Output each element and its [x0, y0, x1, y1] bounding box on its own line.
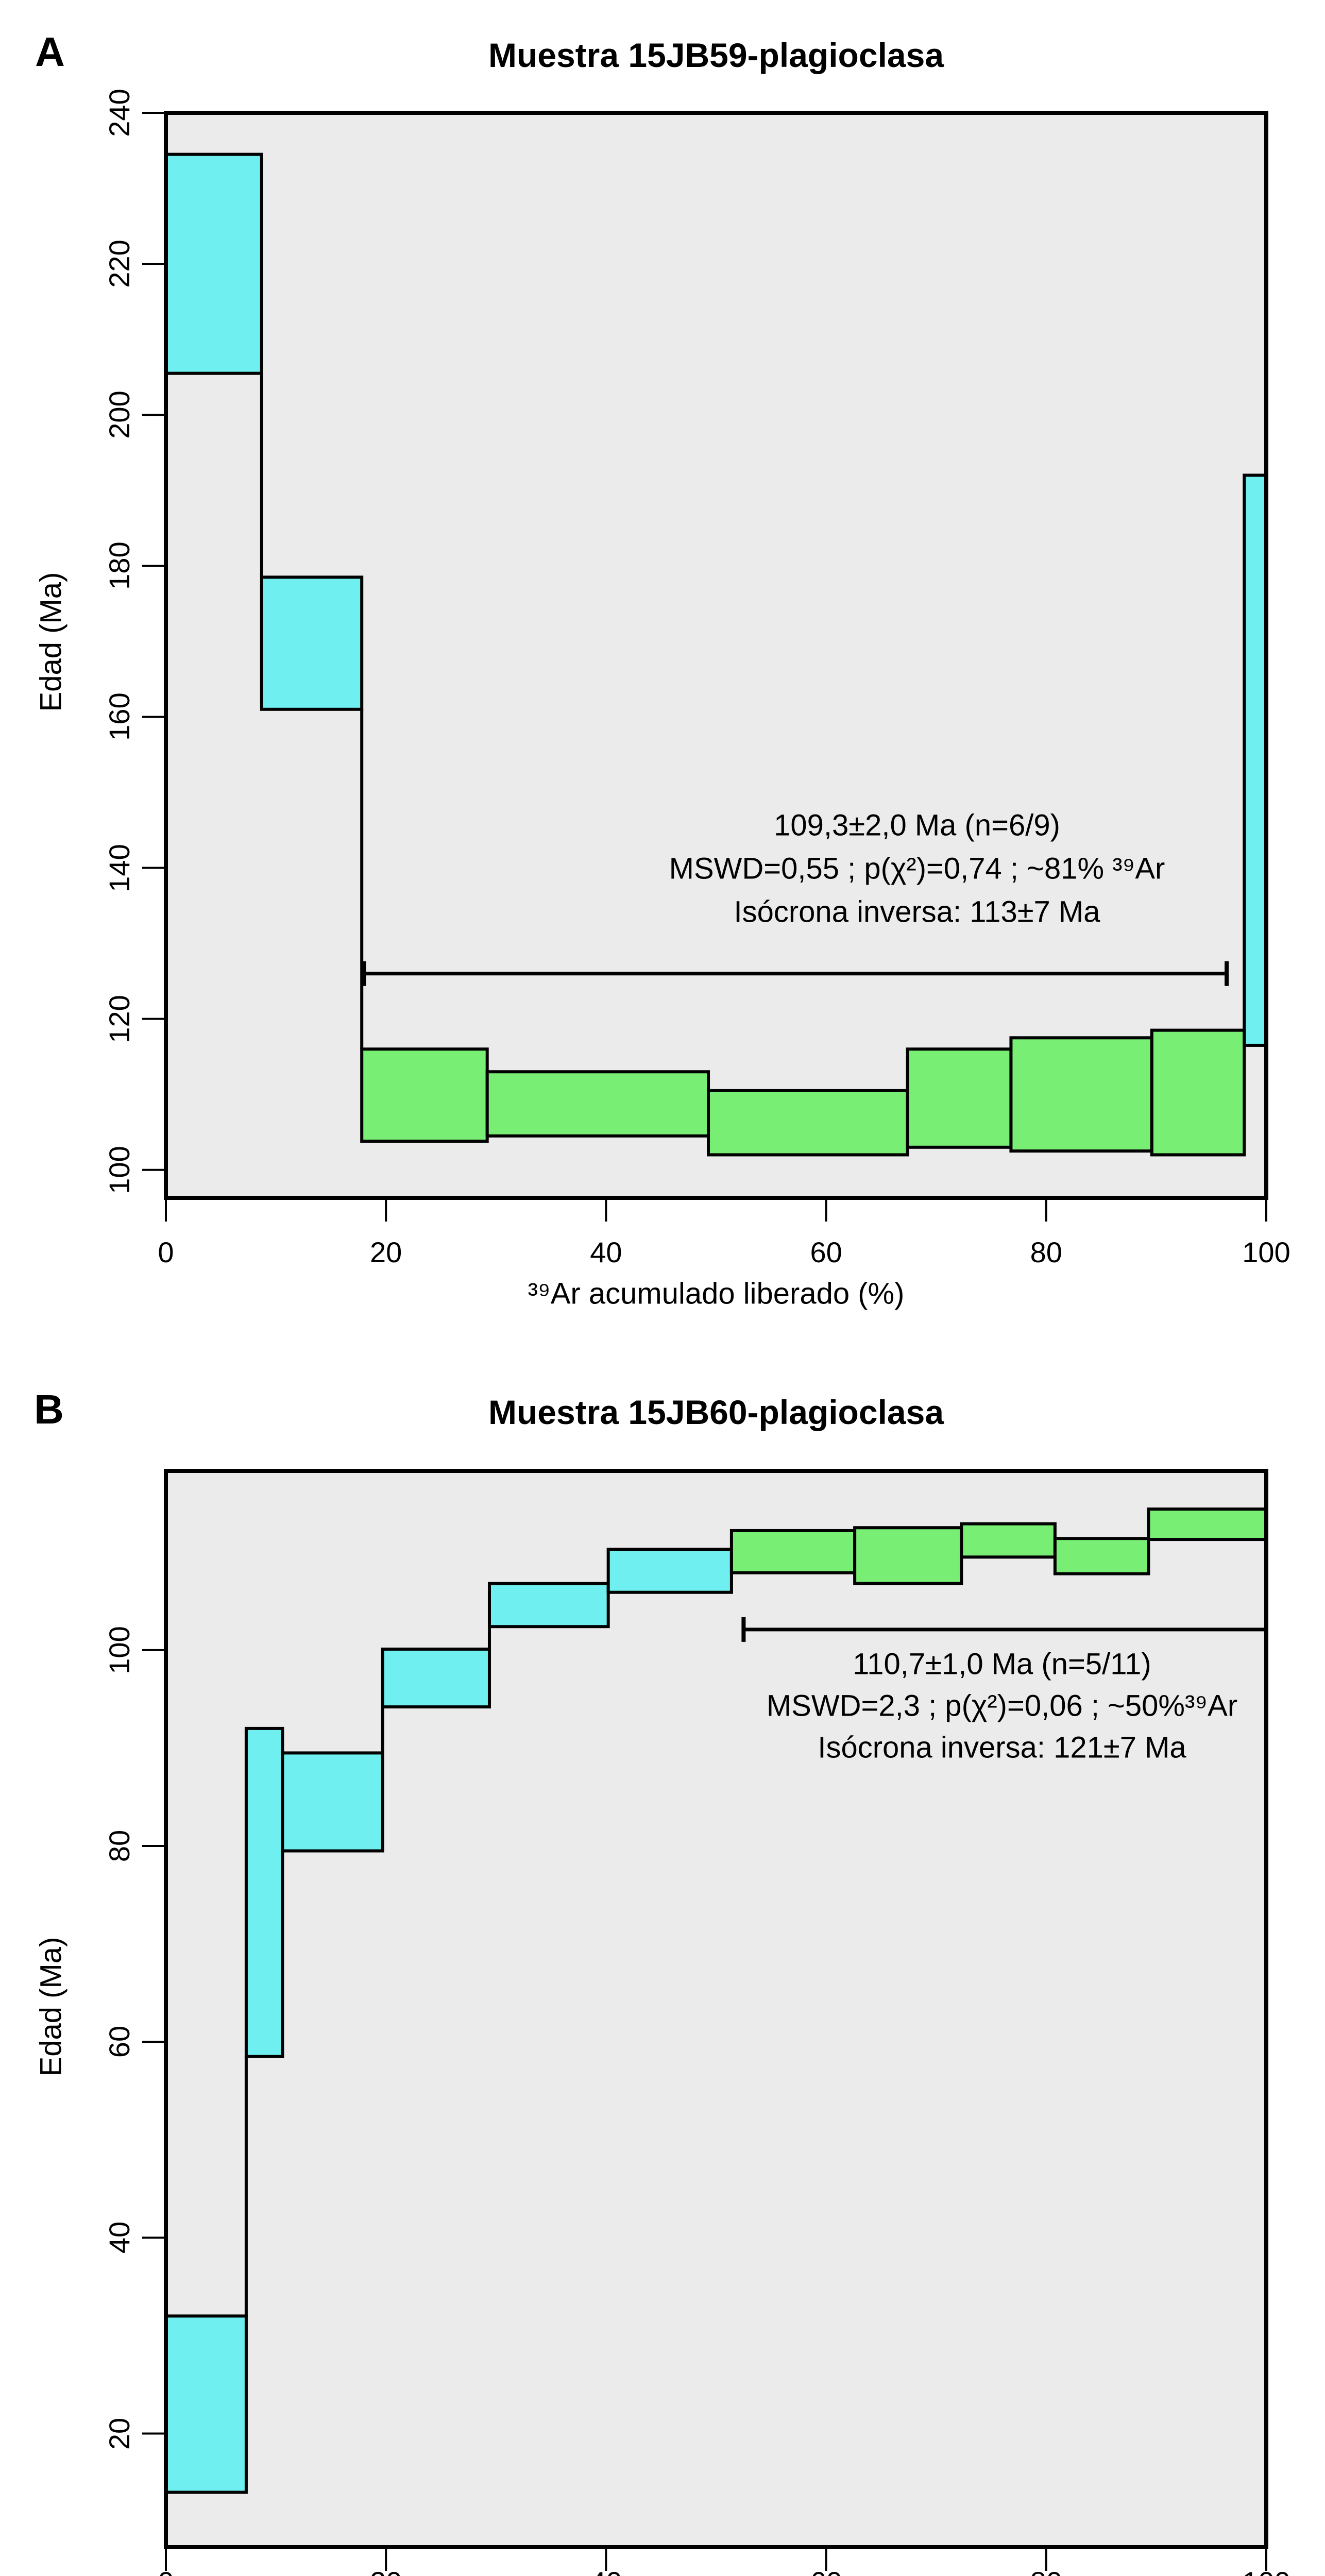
panel-a-x-axis-label: ³⁹Ar acumulado liberado (%): [528, 1277, 905, 1311]
panel-a-letter: A: [35, 29, 65, 75]
x-tick-label-B-100: 100: [1242, 2566, 1290, 2576]
plot-area-B: [166, 1471, 1266, 2547]
x-tick-label-A-0: 0: [158, 1235, 174, 1268]
plot-frame-A: [164, 111, 1268, 1200]
step-box-A-2: [260, 575, 364, 711]
step-box-A-7: [1009, 1036, 1153, 1153]
y-tick-label-A-180: 180: [103, 541, 135, 590]
x-tick-label-A-40: 40: [590, 1235, 622, 1268]
x-tick-label-B-80: 80: [1030, 2566, 1062, 2576]
x-tick-label-A-20: 20: [370, 1235, 402, 1268]
step-box-B-8: [853, 1526, 963, 1585]
step-box-B-10: [1053, 1537, 1150, 1575]
step-box-A-8: [1150, 1028, 1246, 1157]
panel-b-mswd-line: MSWD=2,3 ; p(χ²)=0,06 ; ~50%³⁹Ar: [766, 1689, 1238, 1723]
panel-b-letter: B: [34, 1386, 64, 1432]
panel-b-title: Muestra 15JB60-plagioclasa: [488, 1393, 944, 1432]
step-box-B-1: [164, 2314, 248, 2494]
y-tick-label-B-100: 100: [103, 1626, 135, 1674]
panel-a-isochron-line: Isócrona inversa: 113±7 Ma: [734, 895, 1100, 929]
y-tick-label-A-160: 160: [103, 692, 135, 741]
x-tick-label-A-60: 60: [810, 1235, 842, 1268]
plot-frame-B: [164, 1469, 1268, 2549]
panel-b-y-axis-label: Edad (Ma): [34, 1937, 68, 2077]
y-tick-label-A-240: 240: [103, 89, 135, 137]
panel-a-title: Muestra 15JB59-plagioclasa: [488, 36, 944, 75]
x-tick-label-B-0: 0: [158, 2566, 174, 2576]
step-box-B-4: [381, 1647, 491, 1709]
step-box-A-3: [360, 1047, 489, 1143]
x-tick-label-A-100: 100: [1242, 1235, 1290, 1268]
y-tick-label-A-220: 220: [103, 240, 135, 288]
step-box-B-3: [281, 1751, 384, 1853]
x-tick-label-B-60: 60: [810, 2566, 842, 2576]
x-tick-label-B-40: 40: [590, 2566, 622, 2576]
y-tick-label-B-20: 20: [103, 2417, 135, 2450]
y-tick-label-B-80: 80: [103, 1829, 135, 1862]
x-tick-label-A-80: 80: [1030, 1235, 1062, 1268]
step-box-A-9: [1243, 473, 1268, 1047]
step-box-B-7: [729, 1529, 857, 1574]
panel-a-plateau-age-line: 109,3±2,0 Ma (n=6/9): [774, 808, 1060, 842]
panel-b-isochron-line: Isócrona inversa: 121±7 Ma: [818, 1731, 1186, 1765]
y-tick-label-B-40: 40: [103, 2222, 135, 2254]
panel-b-plateau-age-line: 110,7±1,0 Ma (n=5/11): [853, 1647, 1151, 1681]
panel-a-mswd-line: MSWD=0,55 ; p(χ²)=0,74 ; ~81% ³⁹Ar: [669, 852, 1165, 886]
y-tick-label-A-100: 100: [103, 1146, 135, 1194]
y-tick-label-A-120: 120: [103, 994, 135, 1043]
panel-a-y-axis-label: Edad (Ma): [34, 572, 68, 712]
y-tick-label-A-200: 200: [103, 391, 135, 439]
step-box-B-2: [244, 1726, 284, 2058]
x-tick-label-B-20: 20: [370, 2566, 402, 2576]
step-box-B-5: [487, 1582, 610, 1629]
y-tick-label-A-140: 140: [103, 843, 135, 892]
step-box-B-9: [960, 1522, 1057, 1559]
y-tick-label-B-60: 60: [103, 2026, 135, 2058]
